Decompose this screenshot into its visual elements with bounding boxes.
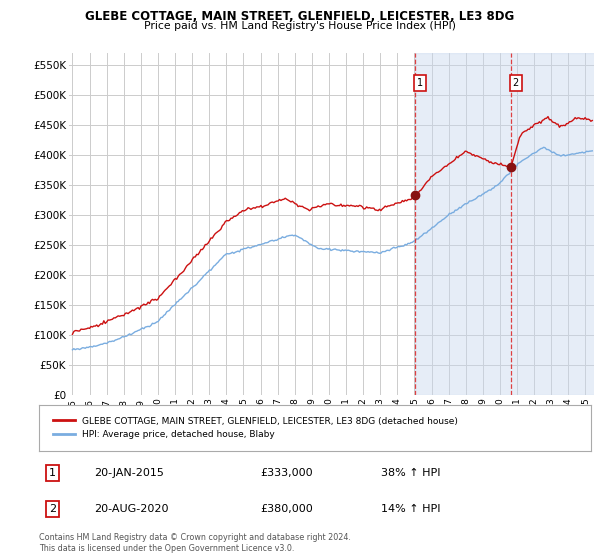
Text: 38% ↑ HPI: 38% ↑ HPI bbox=[381, 468, 441, 478]
Bar bbox=[415, 53, 600, 395]
Text: 14% ↑ HPI: 14% ↑ HPI bbox=[381, 504, 441, 514]
Text: 2: 2 bbox=[513, 78, 519, 88]
Text: Contains HM Land Registry data © Crown copyright and database right 2024.
This d: Contains HM Land Registry data © Crown c… bbox=[39, 533, 351, 553]
Text: £333,000: £333,000 bbox=[260, 468, 313, 478]
Text: 1: 1 bbox=[49, 468, 56, 478]
Text: Price paid vs. HM Land Registry's House Price Index (HPI): Price paid vs. HM Land Registry's House … bbox=[144, 21, 456, 31]
Text: 20-JAN-2015: 20-JAN-2015 bbox=[94, 468, 164, 478]
Text: £380,000: £380,000 bbox=[260, 504, 313, 514]
Text: GLEBE COTTAGE, MAIN STREET, GLENFIELD, LEICESTER, LE3 8DG: GLEBE COTTAGE, MAIN STREET, GLENFIELD, L… bbox=[85, 10, 515, 23]
Text: 20-AUG-2020: 20-AUG-2020 bbox=[94, 504, 169, 514]
Text: 1: 1 bbox=[418, 78, 424, 88]
Legend: GLEBE COTTAGE, MAIN STREET, GLENFIELD, LEICESTER, LE3 8DG (detached house), HPI:: GLEBE COTTAGE, MAIN STREET, GLENFIELD, L… bbox=[49, 413, 462, 443]
Text: 2: 2 bbox=[49, 504, 56, 514]
